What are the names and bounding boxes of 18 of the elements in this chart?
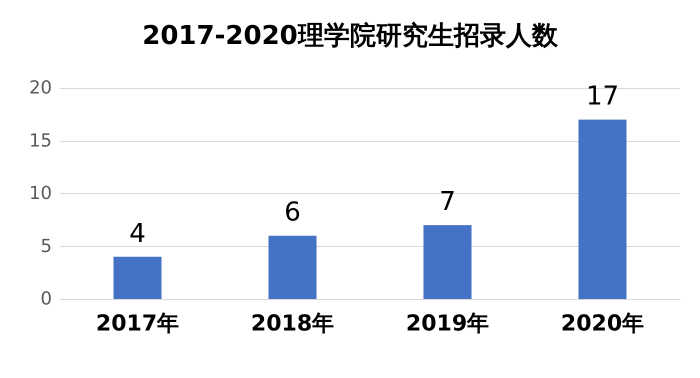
x-tick-label: 2020年 [560,312,644,336]
data-label: 4 [129,218,146,249]
data-label: 7 [439,187,456,218]
y-tick-label: 10 [29,183,52,204]
bar [423,225,472,299]
y-tick-label: 15 [29,130,52,152]
x-tick-label: 2018年 [250,312,334,336]
bar [578,120,627,299]
bar [268,236,317,299]
x-tick-label: 2017年 [96,312,180,336]
x-tick-label: 2019年 [406,312,490,336]
data-label: 17 [586,82,620,112]
data-label: 6 [284,198,301,228]
y-tick-label: 5 [40,236,52,257]
bar [113,256,162,299]
y-tick-label: 0 [40,288,52,310]
y-tick-label: 20 [29,78,52,98]
chart-title: 2017-2020理学院研究生招录人数 [142,21,559,51]
